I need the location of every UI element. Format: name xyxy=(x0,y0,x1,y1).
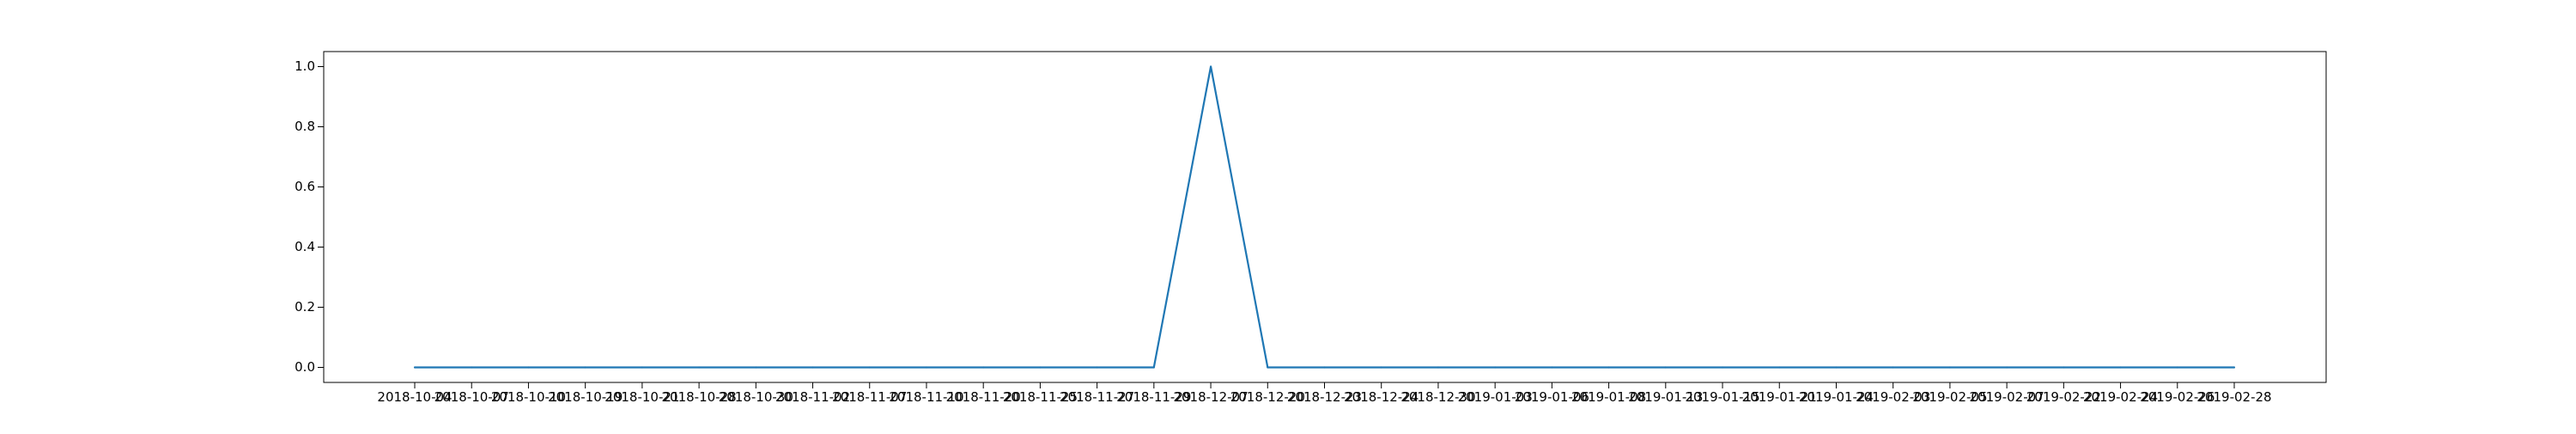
data-point xyxy=(2119,366,2122,369)
data-point xyxy=(1835,366,1838,369)
x-tick-label: 2018-10-04 xyxy=(377,389,452,405)
data-point xyxy=(697,366,701,369)
data-point xyxy=(413,366,416,369)
y-tick-label: 0.8 xyxy=(295,119,315,134)
data-point xyxy=(1380,366,1382,369)
data-point xyxy=(584,366,586,369)
y-axis: 0.0 0.2 0.4 0.6 0.8 1.0 xyxy=(295,58,324,375)
data-point xyxy=(2006,366,2008,369)
data-point xyxy=(1096,366,1098,369)
x-tick-label: 2018-10-28 xyxy=(662,389,737,405)
x-tick-label: 2018-12-30 xyxy=(1400,389,1475,405)
x-tick-label: 2019-01-13 xyxy=(1628,389,1703,405)
x-tick-label: 2019-01-15 xyxy=(1685,389,1759,405)
y-tick-label: 0.4 xyxy=(295,239,315,254)
y-tick-label: 0.2 xyxy=(295,299,315,315)
x-tick-label: 2018-10-19 xyxy=(548,389,623,405)
data-point xyxy=(1267,366,1269,369)
x-tick-label: 2019-01-21 xyxy=(1742,389,1817,405)
x-tick-label: 2019-02-24 xyxy=(2083,389,2158,405)
x-tick-label: 2018-12-20 xyxy=(1230,389,1305,405)
x-tick-label: 2019-02-05 xyxy=(1912,389,1987,405)
data-point xyxy=(1664,366,1667,369)
x-tick-label: 2018-10-30 xyxy=(719,389,793,405)
x-tick-label: 2019-01-06 xyxy=(1515,389,1589,405)
data-point xyxy=(982,366,985,369)
data-point xyxy=(1039,366,1042,369)
x-tick-label: 2018-10-10 xyxy=(491,389,566,405)
x-tick-label: 2018-11-07 xyxy=(832,389,907,405)
x-tick-label: 2019-01-24 xyxy=(1799,389,1874,405)
series-line xyxy=(415,65,2234,369)
x-tick-label: 2018-11-25 xyxy=(1003,389,1078,405)
data-point xyxy=(1494,366,1497,369)
data-point xyxy=(1323,366,1326,369)
x-tick-label: 2018-11-20 xyxy=(946,389,1021,405)
data-point xyxy=(1892,366,1894,369)
x-tick-label: 2019-01-03 xyxy=(1458,389,1533,405)
data-point xyxy=(2176,366,2178,369)
data-point xyxy=(755,366,757,369)
y-tick-label: 1.0 xyxy=(295,58,315,74)
data-point xyxy=(925,366,928,369)
data-point xyxy=(1152,366,1155,369)
x-tick-label: 2018-11-27 xyxy=(1060,389,1134,405)
data-point xyxy=(527,366,530,369)
x-axis: 2018-10-042018-10-072018-10-102018-10-19… xyxy=(377,382,2272,405)
data-point xyxy=(1948,366,1952,369)
y-tick-label: 0.6 xyxy=(295,179,315,194)
data-point xyxy=(868,366,871,369)
x-tick-label: 2018-11-10 xyxy=(889,389,963,405)
data-point xyxy=(1209,65,1212,68)
series-layer xyxy=(413,65,2236,369)
data-point xyxy=(1778,366,1781,369)
x-tick-label: 2019-02-26 xyxy=(2140,389,2215,405)
data-point xyxy=(1721,366,1724,369)
plot-frame xyxy=(323,51,2327,383)
x-tick-label: 2019-02-28 xyxy=(2196,389,2271,405)
data-point xyxy=(2233,366,2236,369)
x-tick-label: 2018-12-24 xyxy=(1344,389,1419,405)
x-tick-label: 2019-02-03 xyxy=(1856,389,1930,405)
x-tick-label: 2018-12-07 xyxy=(1173,389,1248,405)
data-point xyxy=(471,366,473,369)
data-point xyxy=(2063,366,2065,369)
x-tick-label: 2019-01-08 xyxy=(1571,389,1646,405)
data-point xyxy=(811,366,814,369)
data-point xyxy=(1437,366,1440,369)
x-tick-label: 2018-11-02 xyxy=(775,389,850,405)
x-tick-label: 2019-02-07 xyxy=(1970,389,2044,405)
x-tick-label: 2019-02-22 xyxy=(2026,389,2101,405)
x-tick-label: 2018-10-07 xyxy=(434,389,509,405)
x-tick-label: 2018-10-21 xyxy=(605,389,679,405)
data-point xyxy=(1551,366,1553,369)
data-point xyxy=(641,366,643,369)
data-point xyxy=(1607,366,1610,369)
x-tick-label: 2018-12-23 xyxy=(1287,389,1362,405)
x-tick-label: 2018-11-29 xyxy=(1116,389,1191,405)
y-tick-label: 0.0 xyxy=(295,359,315,375)
